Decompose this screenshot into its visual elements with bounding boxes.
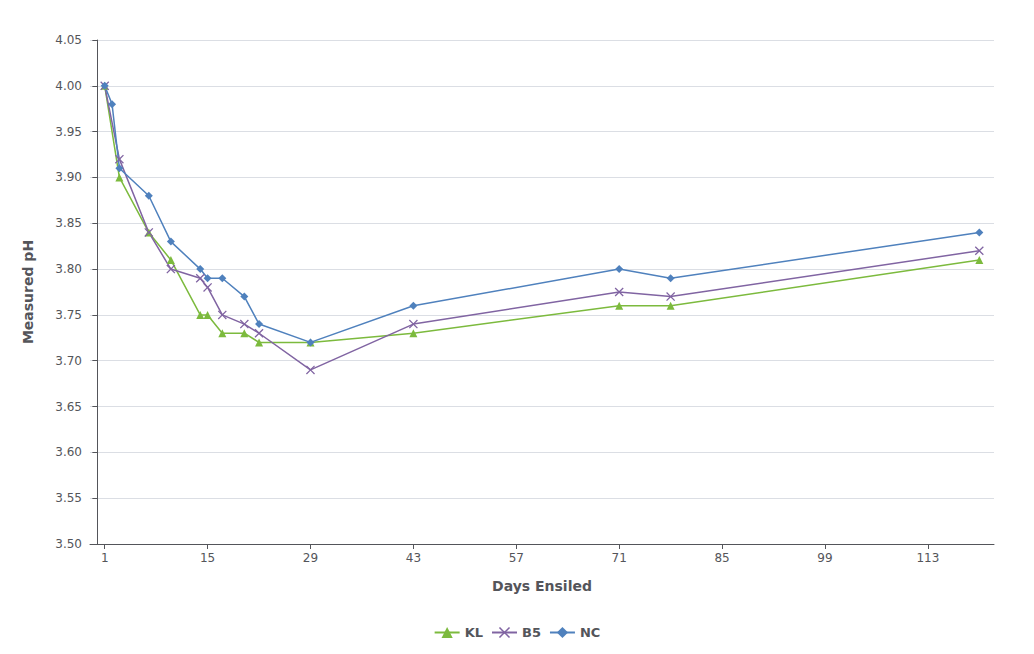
svg-text:113: 113: [916, 551, 939, 565]
svg-text:3.80: 3.80: [55, 262, 82, 276]
svg-text:1: 1: [101, 551, 109, 565]
svg-text:3.95: 3.95: [55, 125, 82, 139]
svg-text:3.85: 3.85: [55, 216, 82, 230]
svg-text:3.90: 3.90: [55, 170, 82, 184]
svg-text:KL: KL: [465, 625, 483, 640]
svg-text:3.55: 3.55: [55, 491, 82, 505]
svg-text:Measured pH: Measured pH: [20, 240, 36, 344]
svg-text:85: 85: [714, 551, 729, 565]
svg-text:B5: B5: [522, 625, 541, 640]
svg-text:71: 71: [612, 551, 627, 565]
svg-text:99: 99: [817, 551, 832, 565]
svg-text:3.60: 3.60: [55, 445, 82, 459]
svg-text:43: 43: [406, 551, 421, 565]
svg-text:Days Ensiled: Days Ensiled: [492, 578, 592, 594]
svg-text:15: 15: [200, 551, 215, 565]
svg-text:29: 29: [303, 551, 318, 565]
svg-text:4.00: 4.00: [55, 79, 82, 93]
svg-text:3.50: 3.50: [55, 537, 82, 551]
svg-text:NC: NC: [580, 625, 600, 640]
svg-text:3.65: 3.65: [55, 400, 82, 414]
svg-text:3.70: 3.70: [55, 354, 82, 368]
svg-text:3.75: 3.75: [55, 308, 82, 322]
svg-text:4.05: 4.05: [55, 33, 82, 47]
svg-text:57: 57: [509, 551, 524, 565]
